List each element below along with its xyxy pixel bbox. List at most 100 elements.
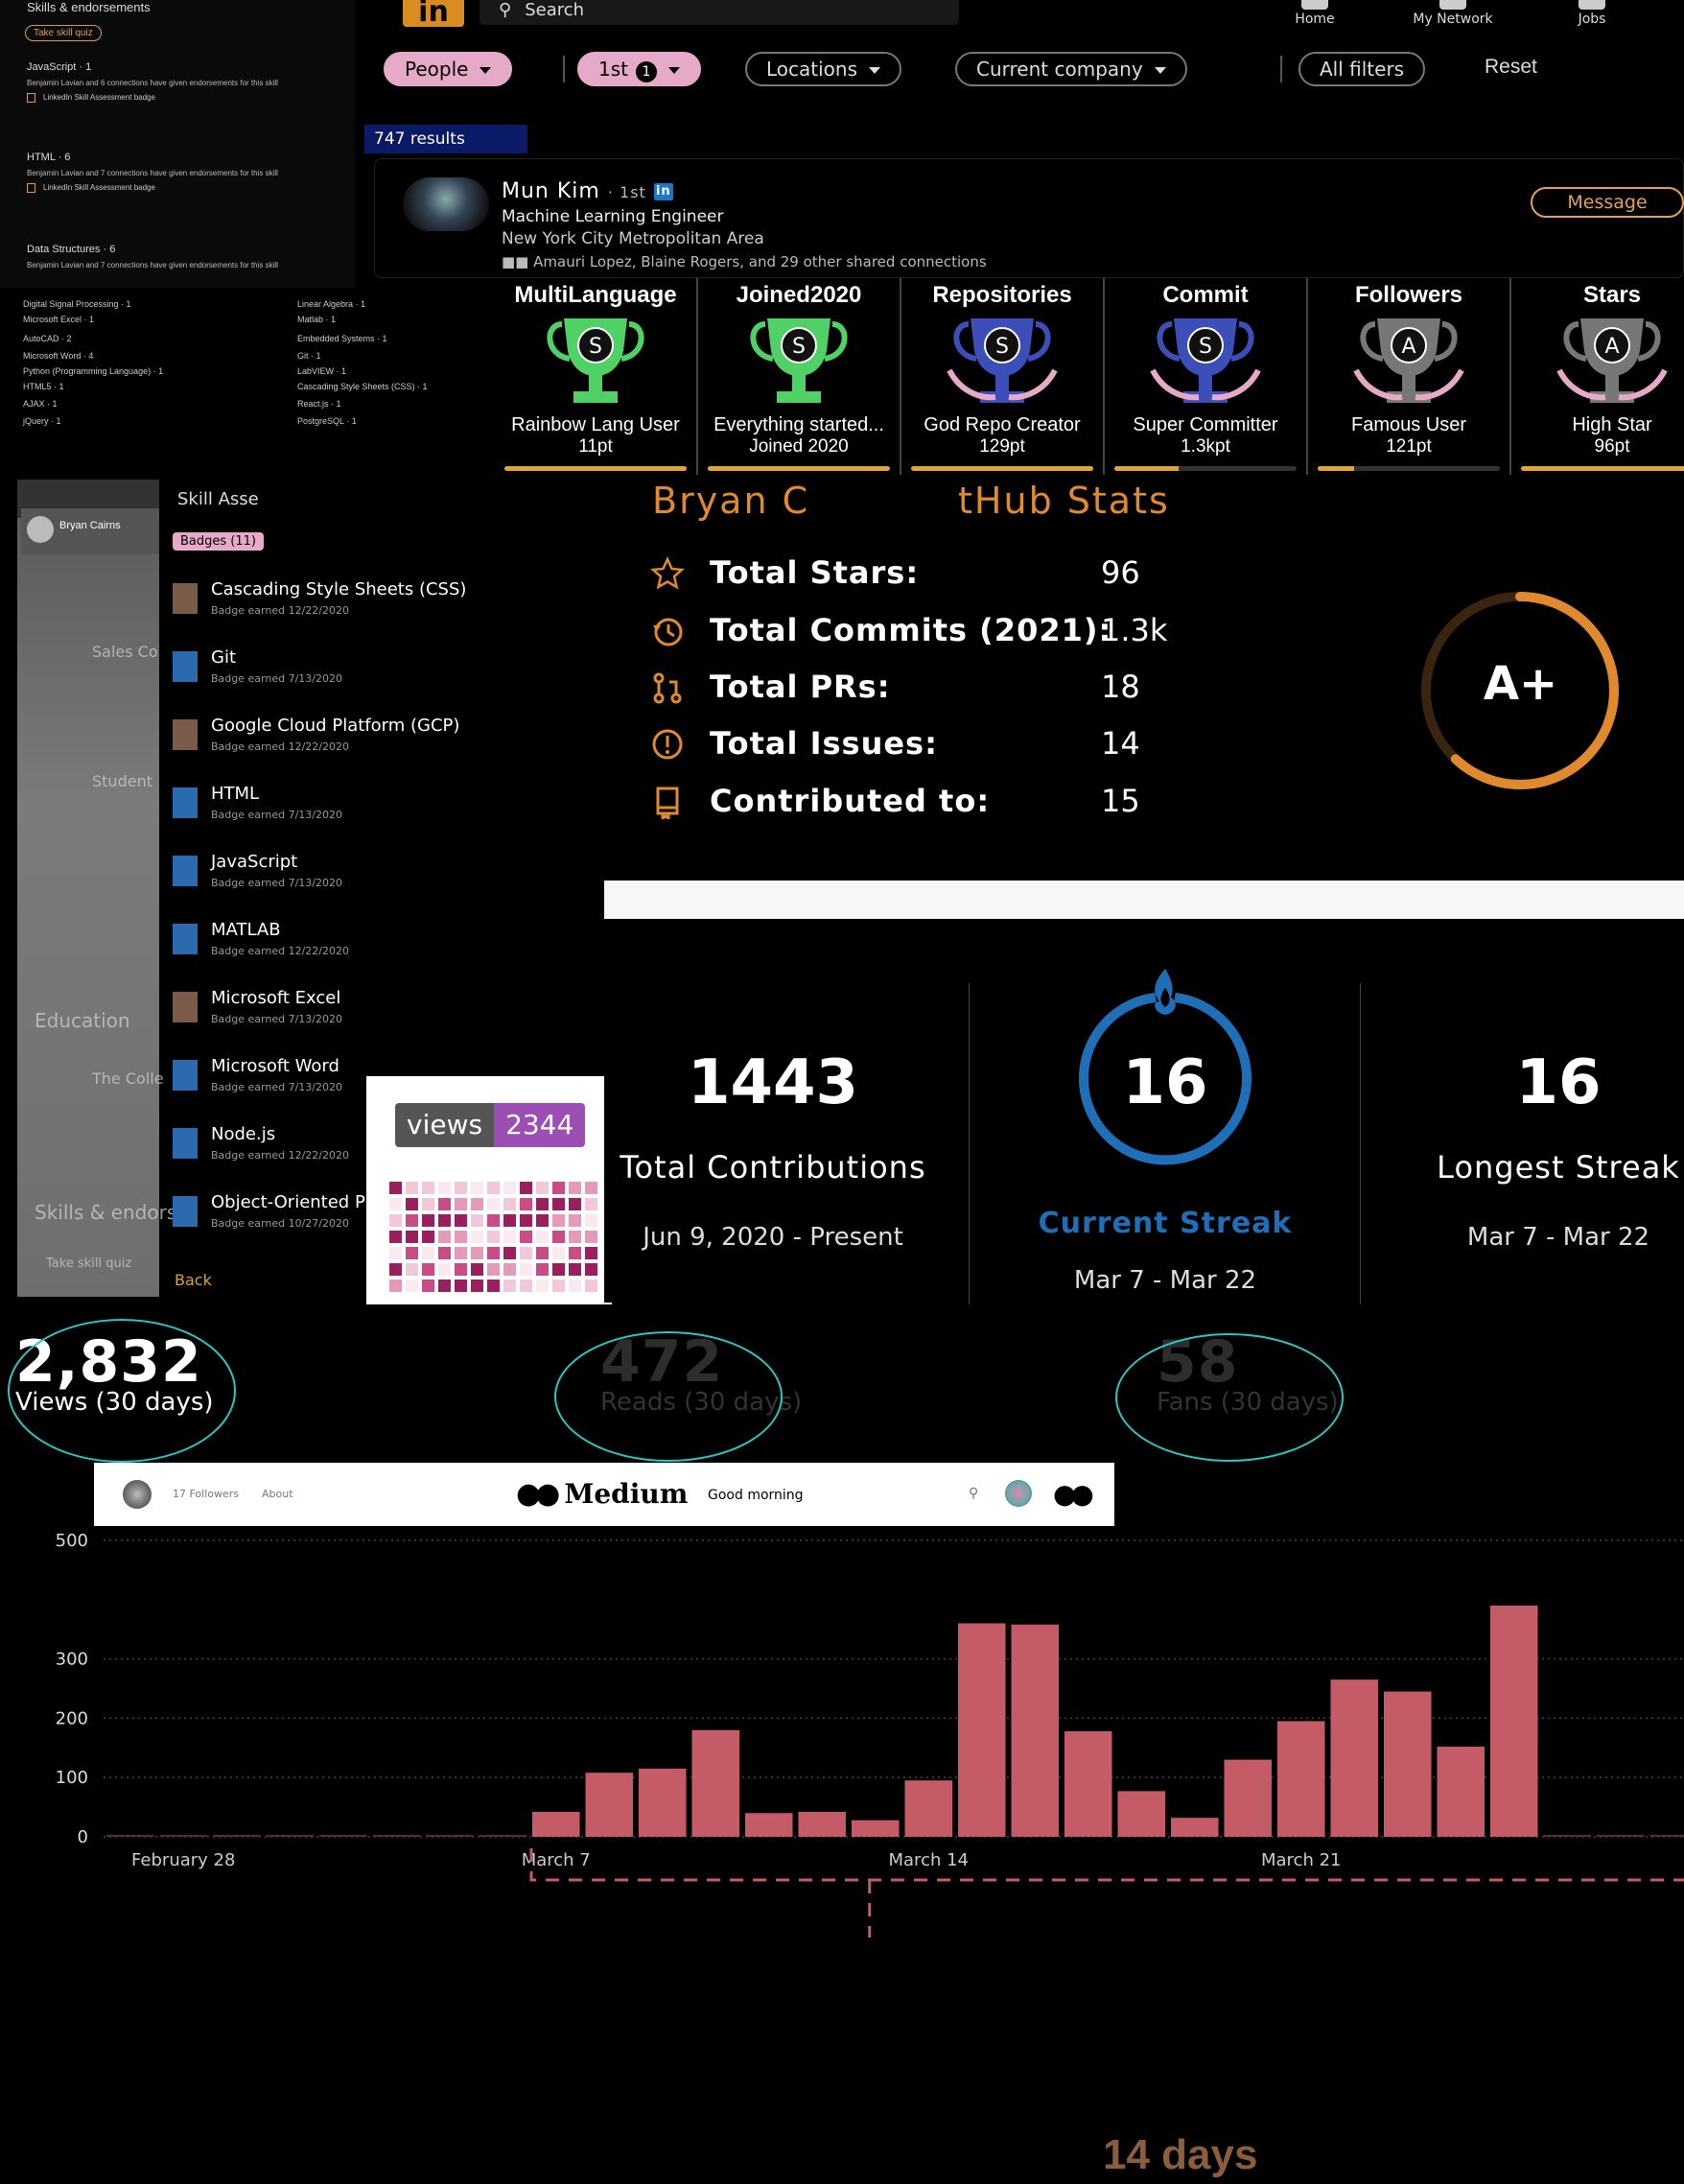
views-counter-badge: views 2344 (395, 1103, 586, 1147)
profile-user-chip[interactable]: Bryan Cairns (21, 508, 159, 554)
heatmap-cell (471, 1280, 483, 1292)
filter-current-company[interactable]: Current company (955, 52, 1187, 86)
assessment-item[interactable]: Google Cloud Platform (GCP) Badge earned … (173, 712, 459, 769)
medium-logo[interactable]: ●● Medium (516, 1477, 689, 1511)
skill-item[interactable]: HTML · 6 Benjamin Lavian and 7 connectio… (27, 152, 278, 193)
skill-item[interactable]: Microsoft Word · 4 (23, 351, 94, 361)
heatmap-cell (585, 1231, 597, 1243)
assessment-item[interactable]: Cascading Style Sheets (CSS) Badge earned… (173, 575, 466, 633)
skill-item[interactable]: Python (Programming Language) · 1 (23, 366, 164, 376)
assessment-item[interactable]: Node.js Badge earned 12/22/2020 (173, 1120, 422, 1178)
skill-item[interactable]: Digital Signal Processing · 1 (23, 299, 131, 309)
skill-item[interactable]: jQuery · 1 (23, 416, 61, 426)
filter-locations[interactable]: Locations (745, 52, 902, 86)
filter-count: 1 (636, 61, 657, 82)
nav-home[interactable]: Home (1281, 0, 1348, 27)
trophy-name: God Repo Creator (924, 414, 1081, 435)
more-skills-grid: Digital Signal Processing · 1 Microsoft E… (0, 288, 575, 480)
skill-badge: LinkedIn Skill Assessment badge (27, 183, 278, 193)
range-bracket (529, 1848, 1684, 1882)
skill-item[interactable]: Microsoft Excel · 1 (23, 315, 95, 324)
trophy-name: Famous User (1350, 414, 1467, 435)
user-avatar[interactable] (1005, 1480, 1032, 1507)
bar (1277, 1721, 1325, 1837)
linkedin-premium-icon: in (653, 183, 673, 200)
all-filters-button[interactable]: All filters (1298, 52, 1426, 86)
y-tick-label: 500 (56, 1531, 88, 1551)
avatar[interactable] (123, 1480, 152, 1509)
nav-jobs[interactable]: Jobs (1563, 0, 1621, 27)
education-label: The Colle (92, 1069, 164, 1088)
assessment-item[interactable]: Microsoft Word Badge earned 7/13/2020 (173, 1052, 422, 1110)
assessment-date: Badge earned 7/13/2020 (211, 672, 342, 685)
assessment-item[interactable]: Microsoft Excel Badge earned 7/13/2020 (173, 984, 422, 1042)
home-icon (1301, 0, 1328, 10)
stat-label: Total Commits (2021): (710, 612, 1112, 648)
skill-item[interactable]: PostgreSQL · 1 (297, 416, 357, 426)
heatmap-cell (520, 1247, 532, 1259)
skill-item[interactable]: Linear Algebra · 1 (297, 299, 366, 309)
profile-background-dimmed (17, 480, 159, 1297)
skill-item[interactable]: AutoCAD · 2 (23, 334, 72, 343)
skill-item[interactable]: React.js · 1 (297, 399, 341, 409)
trophy-title: Repositories (932, 282, 1072, 308)
linkedin-logo[interactable]: in (403, 0, 464, 27)
repo-icon (656, 787, 679, 819)
assessment-date: Badge earned 7/13/2020 (211, 1013, 342, 1025)
assessment-item[interactable]: JavaScript Badge earned 7/13/2020 (173, 848, 422, 905)
heatmap-cell (422, 1231, 434, 1243)
take-skill-quiz-button[interactable]: Take skill quiz (46, 1256, 132, 1271)
heatmap-cell (569, 1231, 581, 1243)
followers-link[interactable]: 17 Followers (173, 1488, 240, 1500)
skill-item[interactable]: Git · 1 (297, 351, 321, 361)
contribution-heatmap (389, 1182, 597, 1292)
heatmap-cell (455, 1280, 467, 1292)
avatar[interactable] (403, 177, 489, 231)
search-input[interactable]: ⚲ Search (479, 0, 959, 25)
filter-connection-degree[interactable]: 1st 1 (577, 52, 701, 86)
assessment-item[interactable]: MATLAB Badge earned 12/22/2020 (173, 916, 422, 974)
heatmap-cell (552, 1182, 565, 1194)
search-icon[interactable]: ⚲ (969, 1486, 979, 1501)
reset-button[interactable]: Reset (1485, 56, 1537, 78)
skill-item[interactable]: JavaScript · 1 Benjamin Lavian and 6 con… (27, 61, 278, 103)
trophy-name: High Star (1572, 414, 1652, 435)
assessment-item[interactable]: HTML Badge earned 7/13/2020 (173, 780, 422, 837)
filter-people[interactable]: People (384, 52, 513, 86)
divider (969, 983, 970, 1304)
longest-streak-value: 16 (1515, 1047, 1602, 1118)
trophy-progress-fill (911, 466, 1093, 471)
heatmap-cell (389, 1182, 402, 1194)
heatmap-cell (471, 1214, 483, 1227)
nav-my-network[interactable]: My Network (1391, 0, 1515, 27)
medium-dots-icon: ●● (516, 1477, 560, 1511)
trophy-name: Rainbow Lang User (511, 414, 680, 435)
skill-item[interactable]: Matlab · 1 (297, 315, 337, 324)
medium-dots-icon[interactable]: ●● (1053, 1478, 1094, 1510)
skill-item[interactable]: Data Structures · 6 Benjamin Lavian and … (27, 244, 278, 270)
skill-item[interactable]: Embedded Systems · 1 (297, 334, 387, 343)
heatmap-cell (536, 1214, 549, 1227)
skill-item[interactable]: Cascading Style Sheets (CSS) · 1 (297, 382, 428, 391)
heatmap-cell (503, 1198, 516, 1210)
trophy-progress-bar (504, 466, 687, 471)
take-skill-quiz-button[interactable]: Take skill quiz (25, 25, 102, 41)
about-link[interactable]: About (262, 1488, 293, 1500)
skill-item[interactable]: HTML5 · 1 (23, 382, 64, 391)
heatmap-cell (406, 1247, 418, 1259)
assessment-item[interactable]: Git Badge earned 7/13/2020 (173, 644, 422, 701)
message-button[interactable]: Message (1531, 187, 1684, 218)
heatmap-cell (487, 1247, 500, 1259)
heatmap-cell (569, 1214, 581, 1227)
trophy-title: Stars (1582, 282, 1642, 308)
shared-connections[interactable]: ■■ Amauri Lopez, Blaine Rogers, and 29 o… (502, 253, 987, 270)
skill-item[interactable]: AJAX · 1 (23, 399, 58, 409)
result-name[interactable]: Mun Kim · 1st in (502, 179, 673, 203)
education-heading: Education (35, 1009, 130, 1032)
badges-tab[interactable]: Badges (11) (173, 532, 264, 551)
skill-item[interactable]: LabVIEW · 1 (297, 366, 347, 376)
days-annotation: 14 days (1103, 2131, 1258, 2178)
rank-ring (1421, 592, 1619, 789)
assessment-item[interactable]: Object-Oriented Progra Badge earned 10/27… (173, 1188, 422, 1246)
back-button[interactable]: Back (175, 1271, 212, 1289)
